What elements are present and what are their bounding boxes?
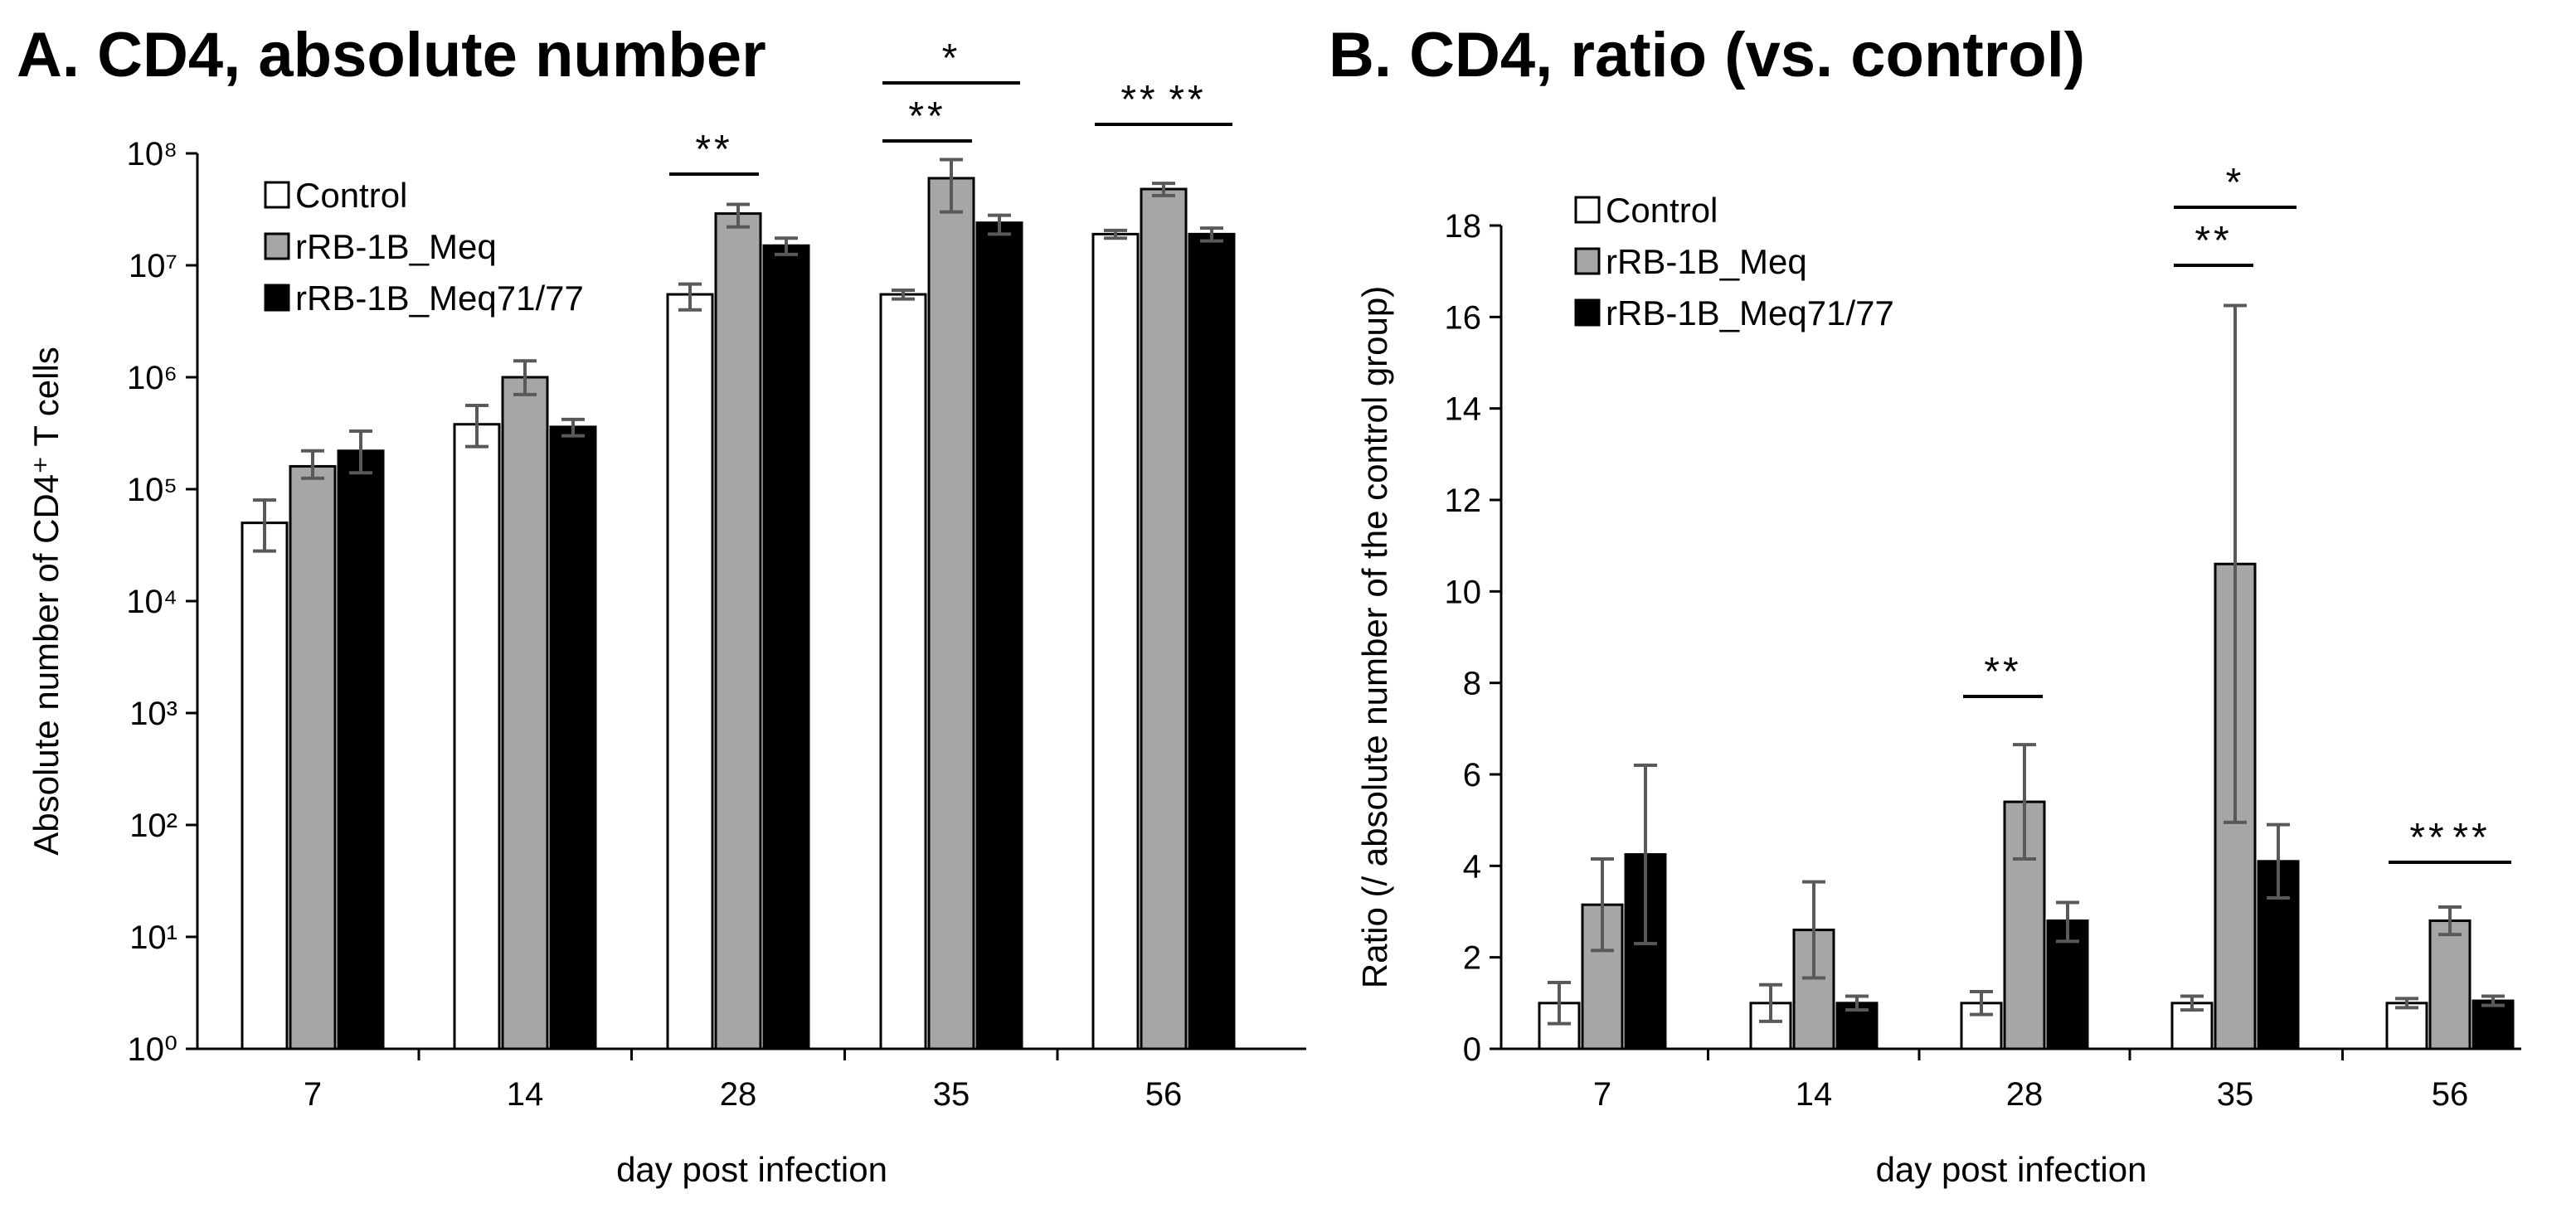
significance-label: * xyxy=(2226,161,2245,205)
x-tick-label: 35 xyxy=(933,1076,970,1113)
bar-meq7177-day-28 xyxy=(762,244,810,1050)
x-tick-label: 28 xyxy=(720,1076,757,1113)
legend-swatch-meq7177 xyxy=(264,284,290,312)
y-tick-label: 16 xyxy=(1445,299,1482,336)
bar-meq7177-day-7 xyxy=(337,449,385,1050)
legend-swatch-meq xyxy=(264,232,290,260)
significance-label: ** xyxy=(1120,78,1158,122)
bar-meq-day-56 xyxy=(2428,919,2472,1050)
legend-label-control: Control xyxy=(1606,191,1718,230)
bar-control-day-56 xyxy=(2385,1002,2428,1050)
y-axis-label: Absolute number of CD4⁺ T cells xyxy=(27,347,66,856)
significance-label: * xyxy=(942,36,961,80)
y-tick-label: 18 xyxy=(1445,208,1482,245)
bar-meq7177-day-56 xyxy=(1188,232,1236,1050)
y-tick-label: 14 xyxy=(1445,391,1482,428)
y-tick-label: 10⁰ xyxy=(127,1031,177,1068)
legend-swatch-control xyxy=(264,181,290,209)
significance-label: ** xyxy=(2194,219,2232,263)
bar-meq-day-56 xyxy=(1140,187,1188,1050)
bar-meq7177-day-14 xyxy=(549,425,597,1050)
legend-swatch-meq7177 xyxy=(1574,298,1601,327)
bar-control-day-56 xyxy=(1091,232,1140,1050)
y-tick-label: 10² xyxy=(129,808,177,844)
significance-label: ** xyxy=(1984,650,2021,694)
legend-label-meq7177: rRB-1B_Meq71/77 xyxy=(1606,294,1894,332)
y-tick-label: 12 xyxy=(1445,483,1482,519)
significance-label: ** xyxy=(1169,78,1206,122)
y-tick-label: 10⁵ xyxy=(127,472,177,508)
y-tick-label: 0 xyxy=(1463,1031,1481,1068)
y-axis-label: Ratio (/ absolute number of the control … xyxy=(1355,286,1394,988)
bar-meq7177-day-35 xyxy=(975,221,1023,1050)
panel-b-ratio-chart: B. CD4, ratio (vs. control) 0 2 4 6 8 10 12 14 16… xyxy=(1329,20,2521,1189)
bar-control-day-35 xyxy=(879,293,927,1050)
bar-control-day-14 xyxy=(453,423,501,1050)
legend-swatch-meq xyxy=(1574,247,1601,275)
bar-meq-day-14 xyxy=(501,376,549,1050)
bar-meq-day-28 xyxy=(714,212,762,1050)
significance-label: ** xyxy=(2409,816,2447,860)
legend-label-meq7177: rRB-1B_Meq71/77 xyxy=(295,279,584,318)
legend-swatch-control xyxy=(1574,196,1601,224)
bar-control-day-7 xyxy=(241,522,289,1050)
x-tick-label: 56 xyxy=(1145,1076,1183,1113)
y-tick-label: 10⁴ xyxy=(126,584,177,620)
x-tick-label: 7 xyxy=(1593,1076,1611,1113)
y-tick-label: 10⁸ xyxy=(127,136,177,172)
y-tick-label: 10⁶ xyxy=(127,360,177,396)
chart-title: A. CD4, absolute number xyxy=(17,20,766,90)
x-tick-label: 14 xyxy=(507,1076,544,1113)
significance-label: ** xyxy=(908,95,945,138)
y-tick-label: 10³ xyxy=(129,696,177,732)
x-tick-label: 56 xyxy=(2432,1076,2469,1113)
x-axis-label: day post infection xyxy=(1876,1150,2147,1189)
y-tick-label: 2 xyxy=(1463,940,1481,977)
legend-label-control: Control xyxy=(295,176,407,215)
legend-label-meq: rRB-1B_Meq xyxy=(1606,242,1807,281)
x-tick-label: 14 xyxy=(1796,1076,1833,1113)
y-tick-label: 4 xyxy=(1463,848,1481,885)
x-tick-label: 28 xyxy=(2006,1076,2044,1113)
y-tick-label: 10¹ xyxy=(129,919,177,956)
x-axis-label: day post infection xyxy=(616,1150,887,1189)
legend-label-meq: rRB-1B_Meq xyxy=(295,227,497,266)
x-tick-label: 7 xyxy=(304,1076,322,1113)
chart-title: B. CD4, ratio (vs. control) xyxy=(1329,20,2085,90)
y-tick-label: 10 xyxy=(1445,574,1482,610)
x-tick-label: 35 xyxy=(2217,1076,2254,1113)
y-tick-label: 6 xyxy=(1463,757,1481,793)
bar-meq-day-35 xyxy=(927,177,975,1050)
panel-a-absolute-number-chart: A. CD4, absolute number 10⁰ 10¹ 10² 10³ 10⁴ 10… xyxy=(17,20,1306,1189)
bar-meq-day-7 xyxy=(289,464,337,1050)
y-tick-label: 10⁷ xyxy=(129,248,177,284)
y-tick-label: 8 xyxy=(1463,666,1481,702)
significance-label: ** xyxy=(695,128,732,172)
bar-control-day-28 xyxy=(666,293,714,1050)
bar-meq7177-day-56 xyxy=(2472,999,2515,1050)
significance-label: ** xyxy=(2452,816,2490,860)
